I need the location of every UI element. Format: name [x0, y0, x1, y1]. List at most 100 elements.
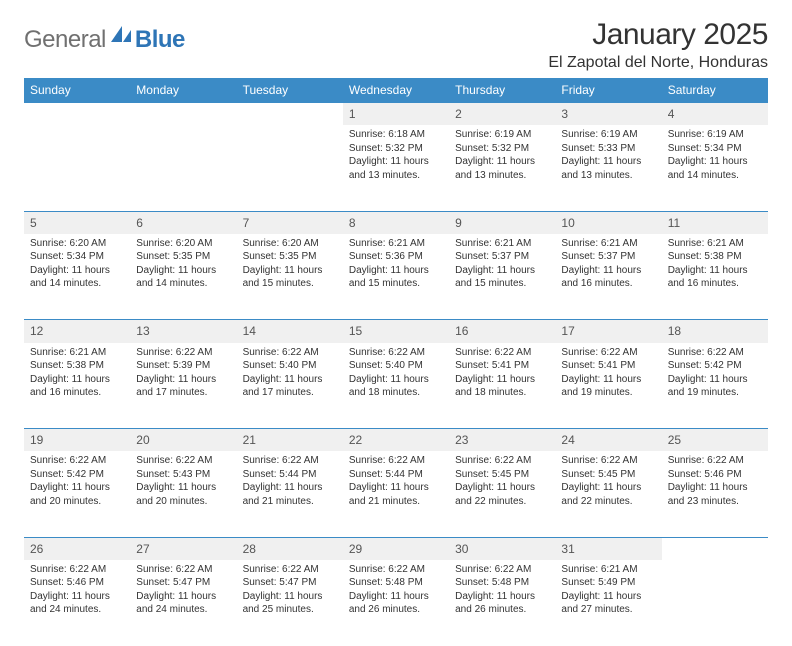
- day-details: Sunrise: 6:18 AMSunset: 5:32 PMDaylight:…: [349, 128, 443, 182]
- weekday-header: Sunday: [24, 78, 130, 103]
- day-content-cell: Sunrise: 6:22 AMSunset: 5:48 PMDaylight:…: [343, 560, 449, 646]
- day-number-cell: 17: [555, 320, 661, 343]
- day-details: Sunrise: 6:20 AMSunset: 5:35 PMDaylight:…: [136, 237, 230, 291]
- month-title: January 2025: [548, 18, 768, 52]
- day-content-cell: Sunrise: 6:19 AMSunset: 5:33 PMDaylight:…: [555, 125, 661, 211]
- day-content-cell: [130, 125, 236, 211]
- day-content-cell: Sunrise: 6:22 AMSunset: 5:46 PMDaylight:…: [24, 560, 130, 646]
- day-content-cell: [662, 560, 768, 646]
- day-number-cell: [130, 103, 236, 126]
- day-details: Sunrise: 6:22 AMSunset: 5:41 PMDaylight:…: [455, 346, 549, 400]
- header: General Blue January 2025 El Zapotal del…: [24, 18, 768, 72]
- day-content-cell: Sunrise: 6:22 AMSunset: 5:41 PMDaylight:…: [555, 343, 661, 429]
- day-content-cell: Sunrise: 6:22 AMSunset: 5:42 PMDaylight:…: [662, 343, 768, 429]
- weekday-header: Wednesday: [343, 78, 449, 103]
- day-details: Sunrise: 6:21 AMSunset: 5:36 PMDaylight:…: [349, 237, 443, 291]
- day-number-cell: 1: [343, 103, 449, 126]
- day-content-cell: Sunrise: 6:22 AMSunset: 5:43 PMDaylight:…: [130, 451, 236, 537]
- day-content-cell: Sunrise: 6:22 AMSunset: 5:47 PMDaylight:…: [130, 560, 236, 646]
- day-number-cell: 9: [449, 211, 555, 234]
- day-number-cell: 28: [237, 537, 343, 560]
- day-number-cell: 29: [343, 537, 449, 560]
- day-details: Sunrise: 6:22 AMSunset: 5:48 PMDaylight:…: [349, 563, 443, 617]
- day-content-cell: Sunrise: 6:22 AMSunset: 5:44 PMDaylight:…: [343, 451, 449, 537]
- day-number-cell: 27: [130, 537, 236, 560]
- day-number-cell: [237, 103, 343, 126]
- day-number-cell: 30: [449, 537, 555, 560]
- day-content-cell: Sunrise: 6:20 AMSunset: 5:35 PMDaylight:…: [237, 234, 343, 320]
- day-content-cell: Sunrise: 6:22 AMSunset: 5:46 PMDaylight:…: [662, 451, 768, 537]
- weekday-header: Monday: [130, 78, 236, 103]
- day-number-cell: 11: [662, 211, 768, 234]
- day-content-cell: Sunrise: 6:22 AMSunset: 5:40 PMDaylight:…: [237, 343, 343, 429]
- day-number-cell: 20: [130, 429, 236, 452]
- day-content-cell: [237, 125, 343, 211]
- day-details: Sunrise: 6:20 AMSunset: 5:35 PMDaylight:…: [243, 237, 337, 291]
- day-content-row: Sunrise: 6:21 AMSunset: 5:38 PMDaylight:…: [24, 343, 768, 429]
- location: El Zapotal del Norte, Honduras: [548, 54, 768, 72]
- day-details: Sunrise: 6:22 AMSunset: 5:41 PMDaylight:…: [561, 346, 655, 400]
- day-content-cell: Sunrise: 6:22 AMSunset: 5:45 PMDaylight:…: [555, 451, 661, 537]
- day-details: Sunrise: 6:21 AMSunset: 5:38 PMDaylight:…: [30, 346, 124, 400]
- day-content-cell: Sunrise: 6:19 AMSunset: 5:32 PMDaylight:…: [449, 125, 555, 211]
- day-details: Sunrise: 6:21 AMSunset: 5:37 PMDaylight:…: [561, 237, 655, 291]
- daynum-row: 262728293031: [24, 537, 768, 560]
- weekday-header: Tuesday: [237, 78, 343, 103]
- day-details: Sunrise: 6:22 AMSunset: 5:47 PMDaylight:…: [243, 563, 337, 617]
- day-number-cell: 13: [130, 320, 236, 343]
- weekday-header: Friday: [555, 78, 661, 103]
- day-number-cell: 18: [662, 320, 768, 343]
- day-number-cell: 31: [555, 537, 661, 560]
- day-details: Sunrise: 6:21 AMSunset: 5:49 PMDaylight:…: [561, 563, 655, 617]
- day-content-row: Sunrise: 6:20 AMSunset: 5:34 PMDaylight:…: [24, 234, 768, 320]
- day-content-cell: Sunrise: 6:22 AMSunset: 5:44 PMDaylight:…: [237, 451, 343, 537]
- day-content-cell: Sunrise: 6:20 AMSunset: 5:34 PMDaylight:…: [24, 234, 130, 320]
- day-details: Sunrise: 6:22 AMSunset: 5:42 PMDaylight:…: [30, 454, 124, 508]
- day-number-cell: 4: [662, 103, 768, 126]
- day-number-cell: 26: [24, 537, 130, 560]
- logo-sail-icon: [111, 26, 133, 49]
- day-content-cell: Sunrise: 6:18 AMSunset: 5:32 PMDaylight:…: [343, 125, 449, 211]
- day-content-cell: Sunrise: 6:22 AMSunset: 5:40 PMDaylight:…: [343, 343, 449, 429]
- day-content-cell: Sunrise: 6:21 AMSunset: 5:49 PMDaylight:…: [555, 560, 661, 646]
- day-number-cell: 7: [237, 211, 343, 234]
- day-details: Sunrise: 6:22 AMSunset: 5:39 PMDaylight:…: [136, 346, 230, 400]
- day-number-cell: [24, 103, 130, 126]
- day-details: Sunrise: 6:19 AMSunset: 5:33 PMDaylight:…: [561, 128, 655, 182]
- day-content-cell: Sunrise: 6:22 AMSunset: 5:47 PMDaylight:…: [237, 560, 343, 646]
- daynum-row: 1234: [24, 103, 768, 126]
- day-details: Sunrise: 6:22 AMSunset: 5:47 PMDaylight:…: [136, 563, 230, 617]
- day-number-cell: 6: [130, 211, 236, 234]
- day-number-cell: 22: [343, 429, 449, 452]
- day-details: Sunrise: 6:22 AMSunset: 5:46 PMDaylight:…: [30, 563, 124, 617]
- day-content-cell: Sunrise: 6:22 AMSunset: 5:45 PMDaylight:…: [449, 451, 555, 537]
- day-details: Sunrise: 6:22 AMSunset: 5:43 PMDaylight:…: [136, 454, 230, 508]
- day-details: Sunrise: 6:22 AMSunset: 5:40 PMDaylight:…: [243, 346, 337, 400]
- day-content-cell: Sunrise: 6:22 AMSunset: 5:48 PMDaylight:…: [449, 560, 555, 646]
- day-content-row: Sunrise: 6:22 AMSunset: 5:42 PMDaylight:…: [24, 451, 768, 537]
- daynum-row: 12131415161718: [24, 320, 768, 343]
- day-details: Sunrise: 6:19 AMSunset: 5:32 PMDaylight:…: [455, 128, 549, 182]
- day-number-cell: 12: [24, 320, 130, 343]
- weekday-header: Thursday: [449, 78, 555, 103]
- day-number-cell: 24: [555, 429, 661, 452]
- daynum-row: 567891011: [24, 211, 768, 234]
- title-block: January 2025 El Zapotal del Norte, Hondu…: [548, 18, 768, 72]
- day-details: Sunrise: 6:21 AMSunset: 5:37 PMDaylight:…: [455, 237, 549, 291]
- day-details: Sunrise: 6:20 AMSunset: 5:34 PMDaylight:…: [30, 237, 124, 291]
- logo-text-general: General: [24, 26, 106, 54]
- day-content-cell: Sunrise: 6:21 AMSunset: 5:36 PMDaylight:…: [343, 234, 449, 320]
- day-details: Sunrise: 6:22 AMSunset: 5:44 PMDaylight:…: [349, 454, 443, 508]
- logo: General Blue: [24, 18, 185, 54]
- day-content-cell: Sunrise: 6:19 AMSunset: 5:34 PMDaylight:…: [662, 125, 768, 211]
- day-content-cell: [24, 125, 130, 211]
- daynum-row: 19202122232425: [24, 429, 768, 452]
- day-content-cell: Sunrise: 6:21 AMSunset: 5:37 PMDaylight:…: [449, 234, 555, 320]
- day-details: Sunrise: 6:22 AMSunset: 5:42 PMDaylight:…: [668, 346, 762, 400]
- day-content-cell: Sunrise: 6:21 AMSunset: 5:38 PMDaylight:…: [662, 234, 768, 320]
- logo-text-blue: Blue: [135, 26, 185, 54]
- day-content-cell: Sunrise: 6:21 AMSunset: 5:37 PMDaylight:…: [555, 234, 661, 320]
- day-details: Sunrise: 6:21 AMSunset: 5:38 PMDaylight:…: [668, 237, 762, 291]
- day-details: Sunrise: 6:22 AMSunset: 5:40 PMDaylight:…: [349, 346, 443, 400]
- day-number-cell: 21: [237, 429, 343, 452]
